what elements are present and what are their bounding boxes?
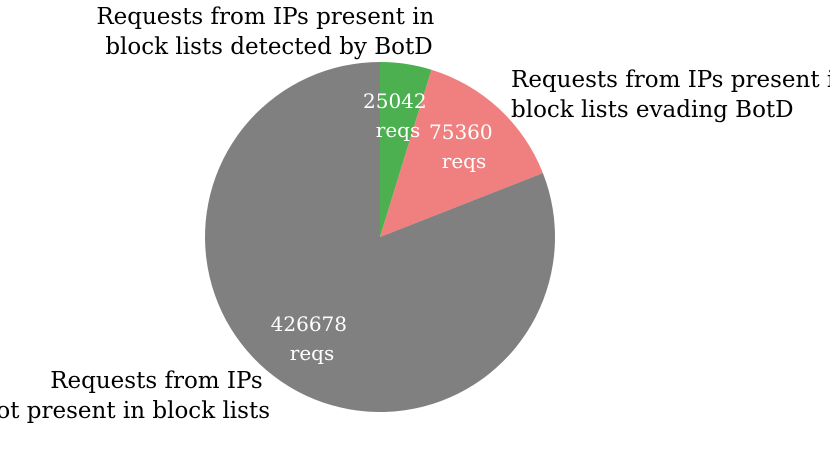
pie-slice-evading bbox=[380, 69, 543, 238]
slice-label-detected: Requests from IPs present in block lists… bbox=[96, 4, 441, 60]
slice-label-detected-line2: block lists detected by BotD bbox=[105, 34, 432, 60]
slice-label-not-listed-line1: Requests from IPs bbox=[50, 368, 262, 394]
pie-slice-detected bbox=[380, 62, 432, 237]
slice-value-not-listed-number: 426678 bbox=[271, 312, 347, 336]
slice-value-not-listed-unit: reqs bbox=[290, 341, 334, 365]
pie-slice-not-listed bbox=[205, 62, 556, 412]
slice-value-evading-unit: reqs bbox=[442, 149, 486, 173]
slice-label-detected-line1: Requests from IPs present in bbox=[96, 4, 434, 30]
slice-value-detected-unit: reqs bbox=[376, 118, 420, 142]
slice-value-detected: 25042 reqs bbox=[363, 89, 433, 142]
slice-value-evading: 75360 reqs bbox=[429, 120, 499, 173]
slice-value-detected-number: 25042 bbox=[363, 89, 427, 113]
slice-label-evading: Requests from IPs present in block lists… bbox=[511, 67, 830, 123]
slice-label-not-listed-line2: not present in block lists bbox=[0, 398, 270, 424]
slice-value-evading-number: 75360 bbox=[429, 120, 493, 144]
slice-label-not-listed: Requests from IPs not present in block l… bbox=[0, 368, 270, 424]
slice-label-evading-line2: block lists evading BotD bbox=[511, 97, 794, 123]
slice-label-evading-line1: Requests from IPs present in bbox=[511, 67, 830, 93]
pie-slices bbox=[205, 62, 556, 412]
slice-value-not-listed: 426678 reqs bbox=[271, 312, 354, 365]
